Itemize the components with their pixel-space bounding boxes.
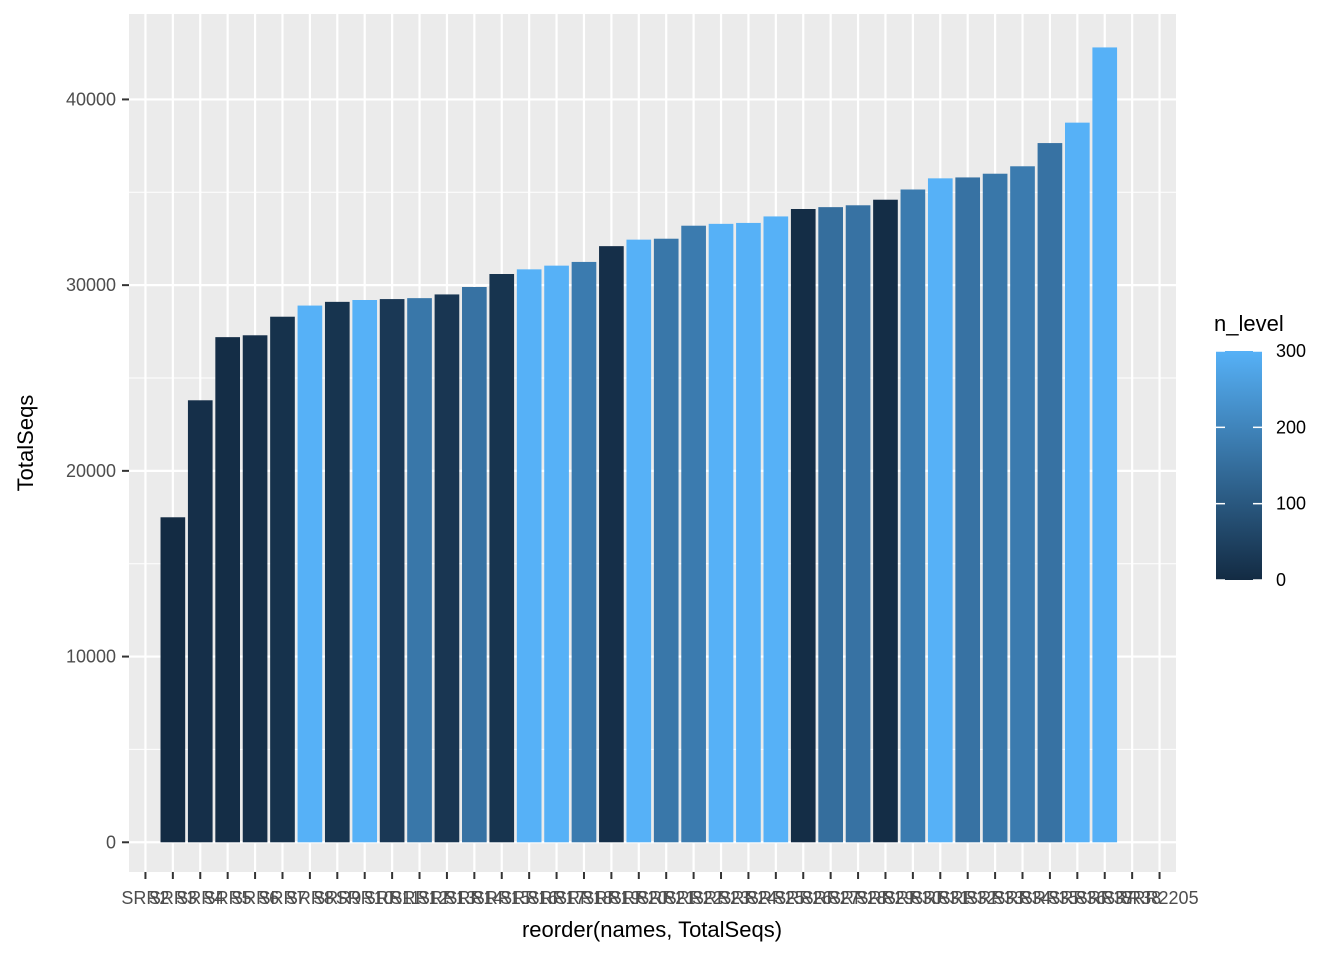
bar <box>1092 47 1118 843</box>
x-tick-label: SRR28 <box>829 888 887 908</box>
x-tick-label: SRR37 <box>1076 888 1134 908</box>
bar <box>187 400 213 843</box>
x-tick-label: SRR2205 <box>1121 888 1199 908</box>
legend-title: n_level <box>1214 311 1284 336</box>
x-tick-label: SRR29 <box>856 888 914 908</box>
x-tick-label: SRR10 <box>336 888 394 908</box>
x-tick-label: SRR36 <box>1048 888 1106 908</box>
x-tick-label: SRR18 <box>555 888 613 908</box>
x-tick-label: SRR8 <box>286 888 334 908</box>
x-axis-title: reorder(names, TotalSeqs) <box>522 917 782 942</box>
bar <box>324 301 350 843</box>
x-tick-label: SRR5 <box>204 888 252 908</box>
x-tick-label: SRR16 <box>500 888 558 908</box>
legend-tick-label: 300 <box>1276 341 1306 361</box>
legend-tick-label: 100 <box>1276 494 1306 514</box>
legend-tick-label: 200 <box>1276 417 1306 437</box>
legend-tick-label: 0 <box>1276 570 1286 590</box>
bar <box>489 274 515 843</box>
bar <box>242 335 268 843</box>
bar <box>160 517 186 843</box>
y-tick-label: 0 <box>106 832 116 852</box>
x-tick-label: SRR26 <box>774 888 832 908</box>
y-axis: 0 10000 20000 30000 40000 <box>66 89 129 852</box>
x-tick-label: SRR33 <box>966 888 1024 908</box>
x-tick-label: SRR9 <box>313 888 361 908</box>
x-tick-label: SRR4 <box>176 888 224 908</box>
bar <box>955 177 981 843</box>
bar <box>873 199 898 843</box>
x-tick-label: SRR30 <box>884 888 942 908</box>
x-tick-label: SRR20 <box>610 888 668 908</box>
bar <box>845 205 871 843</box>
bar <box>516 269 542 843</box>
x-tick-label: SRR24 <box>719 888 777 908</box>
bar <box>1010 166 1035 843</box>
x-tick-label: SRR7 <box>258 888 306 908</box>
y-tick-label: 20000 <box>66 461 116 481</box>
bar <box>407 298 432 843</box>
bar <box>270 316 295 843</box>
bar <box>544 265 569 843</box>
bar <box>599 246 624 843</box>
bar <box>818 207 843 843</box>
bar <box>681 225 706 843</box>
bar <box>1037 143 1063 843</box>
x-tick-label: SRR25 <box>747 888 805 908</box>
y-tick-label: 30000 <box>66 275 116 295</box>
x-tick-label: SRR23 <box>692 888 750 908</box>
bar <box>900 189 926 843</box>
x-tick-label: SRR22 <box>665 888 723 908</box>
x-tick-label: SRR31 <box>911 888 969 908</box>
bar <box>763 216 789 843</box>
bar <box>708 223 734 843</box>
bar <box>736 222 761 843</box>
x-tick-label: SRR19 <box>582 888 640 908</box>
bar <box>1064 122 1090 843</box>
x-tick-label: SRR11 <box>364 888 421 908</box>
x-tick-label: SRR2 <box>121 888 169 908</box>
bar <box>927 178 953 843</box>
x-tick-label: SRR3 <box>149 888 197 908</box>
bar <box>215 337 241 843</box>
x-tick-label: SRR35 <box>1021 888 1079 908</box>
x-tick-label: SRR14 <box>445 888 503 908</box>
x-axis: SRR2SRR3SRR4SRR5SRR6SRR7SRR8SRR9SRR10SRR… <box>121 872 1199 908</box>
x-tick-label: SRR15 <box>473 888 531 908</box>
y-tick-label: 40000 <box>66 89 116 109</box>
x-tick-label: SRR32 <box>939 888 997 908</box>
x-tick-label: SRR17 <box>528 888 586 908</box>
legend-colorbar <box>1216 351 1262 580</box>
x-tick-label: SRR27 <box>802 888 860 908</box>
bar <box>790 209 816 843</box>
legend-ticks: 0 100 200 300 <box>1216 341 1306 590</box>
x-tick-label: SRR21 <box>637 888 695 908</box>
y-tick-label: 10000 <box>66 647 116 667</box>
bars <box>160 47 1118 843</box>
bar <box>379 299 405 843</box>
bar <box>352 300 378 843</box>
x-tick-label: SRR34 <box>993 888 1051 908</box>
bar <box>653 238 679 843</box>
bar <box>462 287 487 843</box>
y-axis-title: TotalSeqs <box>13 395 38 492</box>
x-tick-label: SRR6 <box>231 888 279 908</box>
bar <box>297 305 323 843</box>
x-tick-label: SRR38 <box>1103 888 1161 908</box>
x-tick-label: SRR12 <box>391 888 449 908</box>
bar <box>434 294 460 843</box>
x-tick-label: SRR13 <box>418 888 476 908</box>
bar <box>571 261 597 843</box>
bar <box>626 239 652 843</box>
bar <box>982 173 1008 843</box>
legend: n_level 0 100 200 300 <box>1214 311 1306 590</box>
